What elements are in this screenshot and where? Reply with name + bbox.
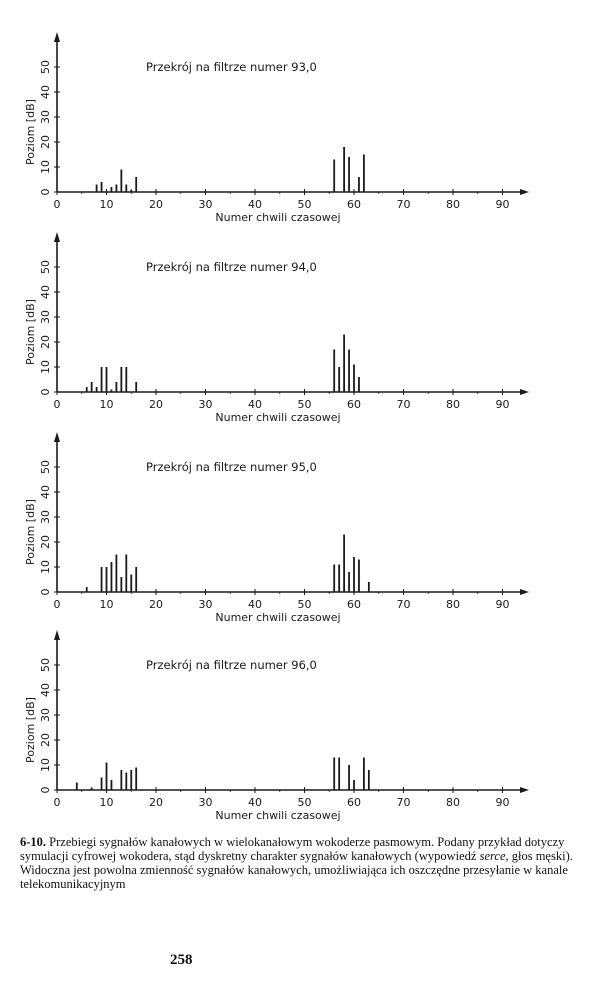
x-tick-label: 10 (100, 398, 114, 411)
x-tick-label: 60 (347, 198, 361, 211)
y-tick-label: 50 (39, 260, 52, 274)
chart-title: Przekrój na filtrze numer 95,0 (146, 460, 317, 474)
y-tick-label: 10 (39, 560, 52, 574)
y-tick-label: 20 (39, 135, 52, 149)
y-tick-label: 50 (39, 460, 52, 474)
y-tick-label: 0 (39, 589, 52, 596)
x-axis-arrow (520, 589, 529, 595)
x-tick-label: 0 (54, 598, 61, 611)
y-axis-arrow (54, 630, 60, 640)
y-axis-arrow (54, 432, 60, 442)
x-tick-label: 90 (496, 398, 510, 411)
y-tick-label: 10 (39, 160, 52, 174)
caption-text-1: Przebiegi sygnałów kanałowych w wielokan… (20, 835, 565, 863)
charts-figure: 0 10 20 30 40 50 60 70 80 90 0 10 20 30 40 50 Poziom [dB… (24, 32, 529, 822)
x-tick-label: 10 (100, 598, 114, 611)
y-tick-label: 30 (39, 110, 52, 124)
chart-title: Przekrój na filtrze numer 96,0 (146, 658, 317, 672)
caption-italic-word: serce, (479, 849, 509, 863)
x-tick-label: 0 (54, 398, 61, 411)
figure-caption: 6-10. Przebiegi sygnałów kanałowych w wi… (20, 835, 586, 891)
x-tick-label: 40 (248, 398, 262, 411)
y-axis-label: Poziom [dB] (24, 697, 37, 763)
x-tick-label: 50 (298, 398, 312, 411)
x-tick-label: 50 (298, 598, 312, 611)
x-tick-label: 70 (397, 598, 411, 611)
x-tick-label: 20 (149, 398, 163, 411)
x-axis-arrow (520, 189, 529, 195)
x-tick-label: 60 (347, 796, 361, 809)
figure-number: 6-10. (20, 835, 47, 849)
y-tick-label: 0 (39, 389, 52, 396)
x-tick-label: 20 (149, 796, 163, 809)
x-tick-label: 60 (347, 398, 361, 411)
y-tick-label: 30 (39, 310, 52, 324)
y-tick-label: 0 (39, 787, 52, 794)
chart-panel-1: 0 10 20 30 40 50 60 70 80 90 0 10 20 30 40 50 Poziom [dB… (24, 32, 529, 224)
x-axis-label: Numer chwili czasowej (215, 809, 340, 822)
y-tick-label: 40 (39, 683, 52, 697)
y-axis-arrow (54, 32, 60, 42)
x-tick-label: 90 (496, 598, 510, 611)
x-tick-label: 80 (446, 198, 460, 211)
y-tick-label: 20 (39, 733, 52, 747)
page-number: 258 (170, 952, 193, 968)
x-tick-label: 70 (397, 198, 411, 211)
x-tick-label: 20 (149, 598, 163, 611)
y-tick-label: 50 (39, 60, 52, 74)
x-tick-label: 10 (100, 796, 114, 809)
chart-panel-2: 0 10 20 30 40 50 60 70 80 90 0 10 20 30 40 50 Poziom [dB… (24, 232, 529, 424)
y-axis-label: Poziom [dB] (24, 99, 37, 165)
x-axis-label: Numer chwili czasowej (215, 211, 340, 224)
x-tick-label: 80 (446, 796, 460, 809)
y-tick-label: 10 (39, 758, 52, 772)
x-tick-label: 90 (496, 796, 510, 809)
y-tick-label: 20 (39, 535, 52, 549)
chart-title: Przekrój na filtrze numer 93,0 (146, 60, 317, 74)
chart-title: Przekrój na filtrze numer 94,0 (146, 260, 317, 274)
x-tick-label: 70 (397, 796, 411, 809)
y-tick-label: 30 (39, 708, 52, 722)
x-tick-label: 60 (347, 598, 361, 611)
x-tick-label: 10 (100, 198, 114, 211)
x-tick-label: 70 (397, 398, 411, 411)
x-axis-label: Numer chwili czasowej (215, 611, 340, 624)
x-tick-label: 30 (199, 796, 213, 809)
chart-panel-4: 0 10 20 30 40 50 60 70 80 90 0 10 20 30 40 50 Poziom [dB… (24, 630, 529, 822)
y-axis-label: Poziom [dB] (24, 299, 37, 365)
x-tick-label: 30 (199, 398, 213, 411)
y-tick-label: 10 (39, 360, 52, 374)
x-tick-label: 40 (248, 198, 262, 211)
x-tick-label: 20 (149, 198, 163, 211)
x-tick-label: 40 (248, 598, 262, 611)
y-tick-label: 20 (39, 335, 52, 349)
y-axis-arrow (54, 232, 60, 242)
caption-text-2: głos męski). Widoczna jest powolna zmien… (20, 849, 573, 891)
x-tick-label: 0 (54, 198, 61, 211)
y-axis-label: Poziom [dB] (24, 499, 37, 565)
x-tick-label: 90 (496, 198, 510, 211)
x-axis-arrow (520, 389, 529, 395)
x-axis-label: Numer chwili czasowej (215, 411, 340, 424)
x-tick-label: 0 (54, 796, 61, 809)
x-tick-label: 80 (446, 398, 460, 411)
x-tick-label: 30 (199, 198, 213, 211)
x-tick-label: 40 (248, 796, 262, 809)
y-tick-label: 40 (39, 285, 52, 299)
x-tick-label: 50 (298, 198, 312, 211)
x-tick-label: 30 (199, 598, 213, 611)
y-tick-label: 40 (39, 485, 52, 499)
y-tick-label: 30 (39, 510, 52, 524)
chart-panel-3: 0 10 20 30 40 50 60 70 80 90 0 10 20 30 40 50 Poziom [dB… (24, 432, 529, 624)
y-tick-label: 0 (39, 189, 52, 196)
x-tick-label: 80 (446, 598, 460, 611)
y-tick-label: 50 (39, 658, 52, 672)
y-tick-label: 40 (39, 85, 52, 99)
x-tick-label: 50 (298, 796, 312, 809)
x-axis-arrow (520, 787, 529, 793)
